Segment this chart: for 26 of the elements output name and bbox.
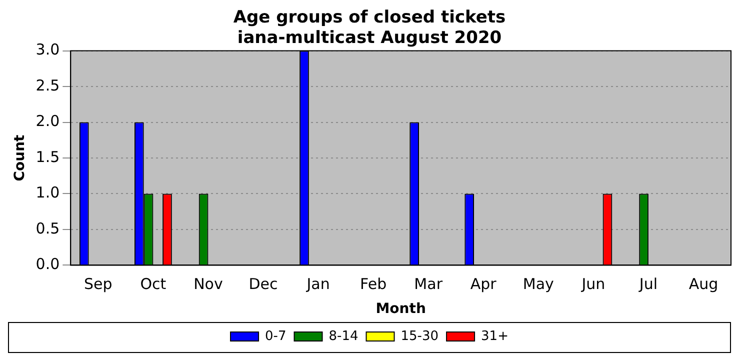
x-tick-label: Jan (306, 275, 330, 294)
x-tick-label: Oct (140, 275, 166, 294)
x-tick-label: Aug (688, 275, 718, 294)
x-tick-label: Jun (580, 275, 606, 294)
y-tick-label: 0.5 (36, 219, 60, 238)
x-tick-label: Dec (248, 275, 278, 294)
legend-label: 15-30 (400, 328, 439, 344)
y-axis-title: Count (12, 134, 28, 182)
legend-label: 31+ (481, 328, 508, 344)
x-tick-label: Mar (414, 275, 444, 294)
x-tick-label: Nov (194, 275, 223, 294)
y-tick-label: 3.0 (36, 40, 60, 59)
x-tick-label: Jul (638, 275, 658, 294)
x-tick-label: Feb (360, 275, 387, 294)
x-tick-label: Apr (470, 275, 498, 294)
x-axis-title: Month (376, 301, 426, 318)
y-tick-label: 2.0 (36, 112, 60, 130)
y-tick-label: 0.0 (36, 255, 60, 274)
legend-label: 0-7 (265, 328, 286, 344)
x-tick-label: Sep (84, 275, 112, 294)
y-tick-label: 1.0 (36, 184, 60, 202)
y-tick-label: 2.5 (36, 76, 60, 94)
chart-title: Age groups of closed tickets iana-multicast August 2020 (233, 8, 506, 48)
legend-label: 8-14 (328, 328, 358, 344)
y-tick-label: 1.5 (36, 148, 60, 166)
x-tick-label: May (522, 275, 554, 294)
